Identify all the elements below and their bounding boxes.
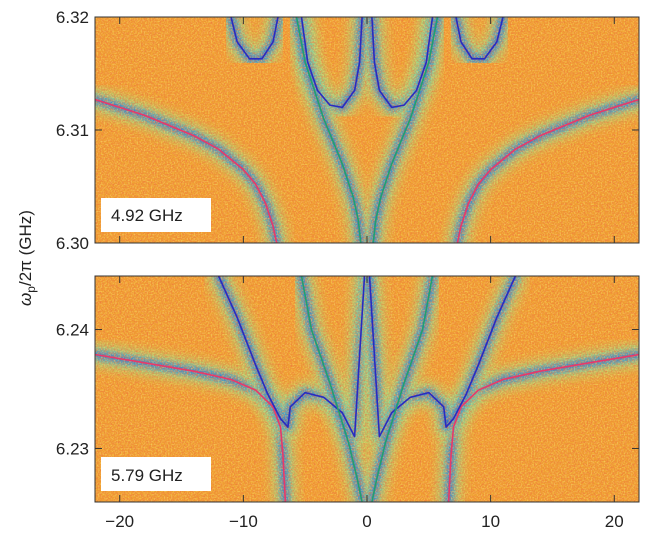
panel-bottom: 6.23 6.24 −20 −10 0 10 20 5.79 GHz: [56, 275, 640, 531]
panel-bottom-ticks: 6.23 6.24 −20 −10 0 10 20: [56, 276, 639, 531]
x-tick-label: −20: [105, 512, 134, 531]
theory-curve-0: [95, 98, 278, 243]
y-axis-label-subscript: p: [24, 286, 38, 293]
y-tick-label: 6.24: [56, 321, 89, 340]
y-tick-label: 6.30: [56, 234, 89, 253]
panel-top-label-box: 4.92 GHz: [101, 198, 211, 232]
x-tick-label: −10: [229, 512, 258, 531]
x-tick-label: 20: [605, 512, 624, 531]
panel-top-label: 4.92 GHz: [111, 206, 183, 225]
theory-curve-3: [368, 276, 517, 438]
panel-top-ticks: 6.30 6.31 6.32: [56, 8, 639, 253]
y-tick-label: 6.23: [56, 439, 89, 458]
y-tick-label: 6.32: [56, 8, 89, 27]
theory-curve-6: [295, 17, 362, 243]
theory-curve-4: [300, 17, 363, 109]
theory-curve-2: [230, 17, 279, 60]
panel-bottom-label: 5.79 GHz: [111, 466, 183, 485]
theory-curve-2: [217, 276, 366, 438]
panel-bottom-label-box: 5.79 GHz: [101, 457, 211, 491]
theory-curve-7: [372, 17, 439, 243]
x-tick-label: 10: [481, 512, 500, 531]
x-tick-label: 0: [362, 512, 371, 531]
theory-curve-1: [456, 98, 639, 243]
theory-curve-1: [447, 353, 639, 502]
theory-curve-5: [371, 276, 434, 502]
theory-curve-4: [300, 276, 363, 502]
y-axis-label-omega: ω: [16, 293, 35, 306]
panel-top-curves: [95, 17, 639, 243]
y-axis-label: ωp/2π (GHz): [16, 210, 38, 306]
theory-curve-5: [371, 17, 434, 109]
y-tick-label: 6.31: [56, 121, 89, 140]
panel-top: 6.30 6.31 6.32 4.92 GHz: [56, 8, 640, 253]
theory-curve-0: [95, 353, 287, 502]
panel-bottom-curves: [95, 276, 639, 502]
y-axis-label-rest: /2π (GHz): [16, 210, 35, 286]
theory-curve-3: [455, 17, 504, 60]
